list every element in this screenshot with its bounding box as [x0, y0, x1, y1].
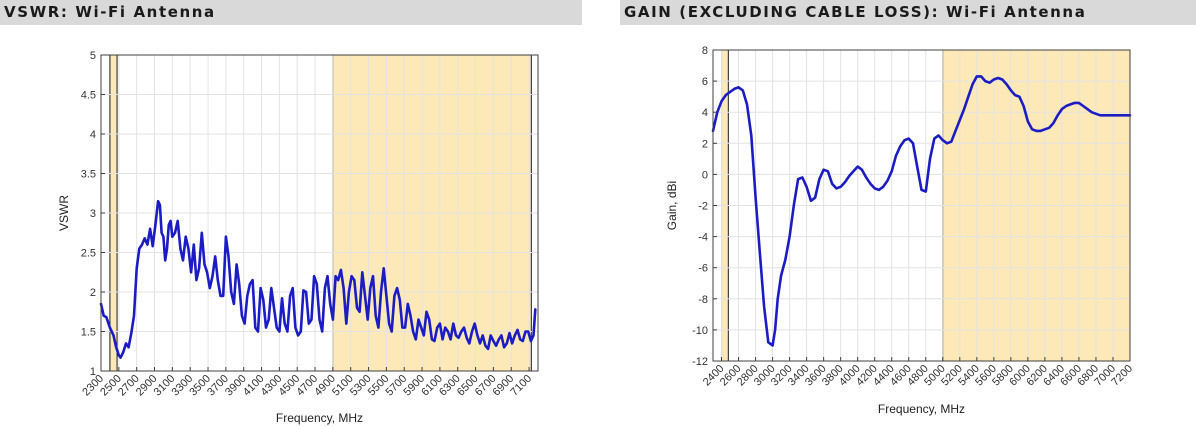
gain-ytick-label: 4: [702, 107, 708, 119]
gain-ytick-label: 8: [702, 45, 708, 57]
vswr-chart: 11.522.533.544.5523002500270029003100330…: [57, 50, 539, 425]
gain-ytick-label: 0: [702, 169, 708, 181]
vswr-yaxis-label: VSWR: [57, 195, 71, 231]
gain-ytick-label: -4: [698, 232, 708, 244]
gain-panel: GAIN (EXCLUDING CABLE LOSS): Wi-Fi Anten…: [620, 0, 1196, 427]
vswr-ytick-label: 1: [90, 366, 96, 378]
gain-ytick-label: -10: [692, 325, 708, 337]
gain-ytick-label: -6: [698, 263, 708, 275]
vswr-ytick-label: 3.5: [81, 169, 96, 181]
vswr-ytick-label: 5: [90, 50, 96, 62]
vswr-xtick-label: 7100: [508, 373, 534, 399]
vswr-chart-title: VSWR: Wi-Fi Antenna: [4, 3, 216, 21]
vswr-ytick-label: 2: [90, 287, 96, 299]
gain-ytick-label: -12: [692, 356, 708, 368]
vswr-xaxis-label: Frequency, MHz: [276, 411, 363, 425]
gain-xaxis-label: Frequency, MHz: [878, 402, 965, 416]
gain-ytick-label: 6: [702, 76, 708, 88]
vswr-ytick-label: 1.5: [81, 327, 96, 339]
vswr-series-line: [99, 199, 537, 359]
vswr-ytick-label: 4: [90, 129, 96, 141]
vswr-title-bar: VSWR: Wi-Fi Antenna: [0, 0, 582, 25]
gain-yaxis-label: Gain, dBi: [665, 181, 679, 230]
gain-ytick-label: 2: [702, 138, 708, 150]
vswr-ytick-label: 3: [90, 208, 96, 220]
vswr-ytick-label: 4.5: [81, 90, 96, 102]
gain-series-line: [711, 75, 1132, 347]
gain-ytick-label: -2: [698, 201, 708, 213]
gain-chart: -12-10-8-6-4-202468240026002800300032003…: [665, 45, 1135, 416]
vswr-panel: VSWR: Wi-Fi Antenna 1 1.5 2 2.5 3 3.5 4 4.5 5 230…: [0, 0, 582, 427]
gain-ytick-label: -8: [698, 294, 708, 306]
gain-title-bar: GAIN (EXCLUDING CABLE LOSS): Wi-Fi Anten…: [620, 0, 1196, 25]
vswr-ytick-label: 2.5: [81, 248, 96, 260]
gain-chart-title: GAIN (EXCLUDING CABLE LOSS): Wi-Fi Anten…: [624, 3, 1087, 21]
